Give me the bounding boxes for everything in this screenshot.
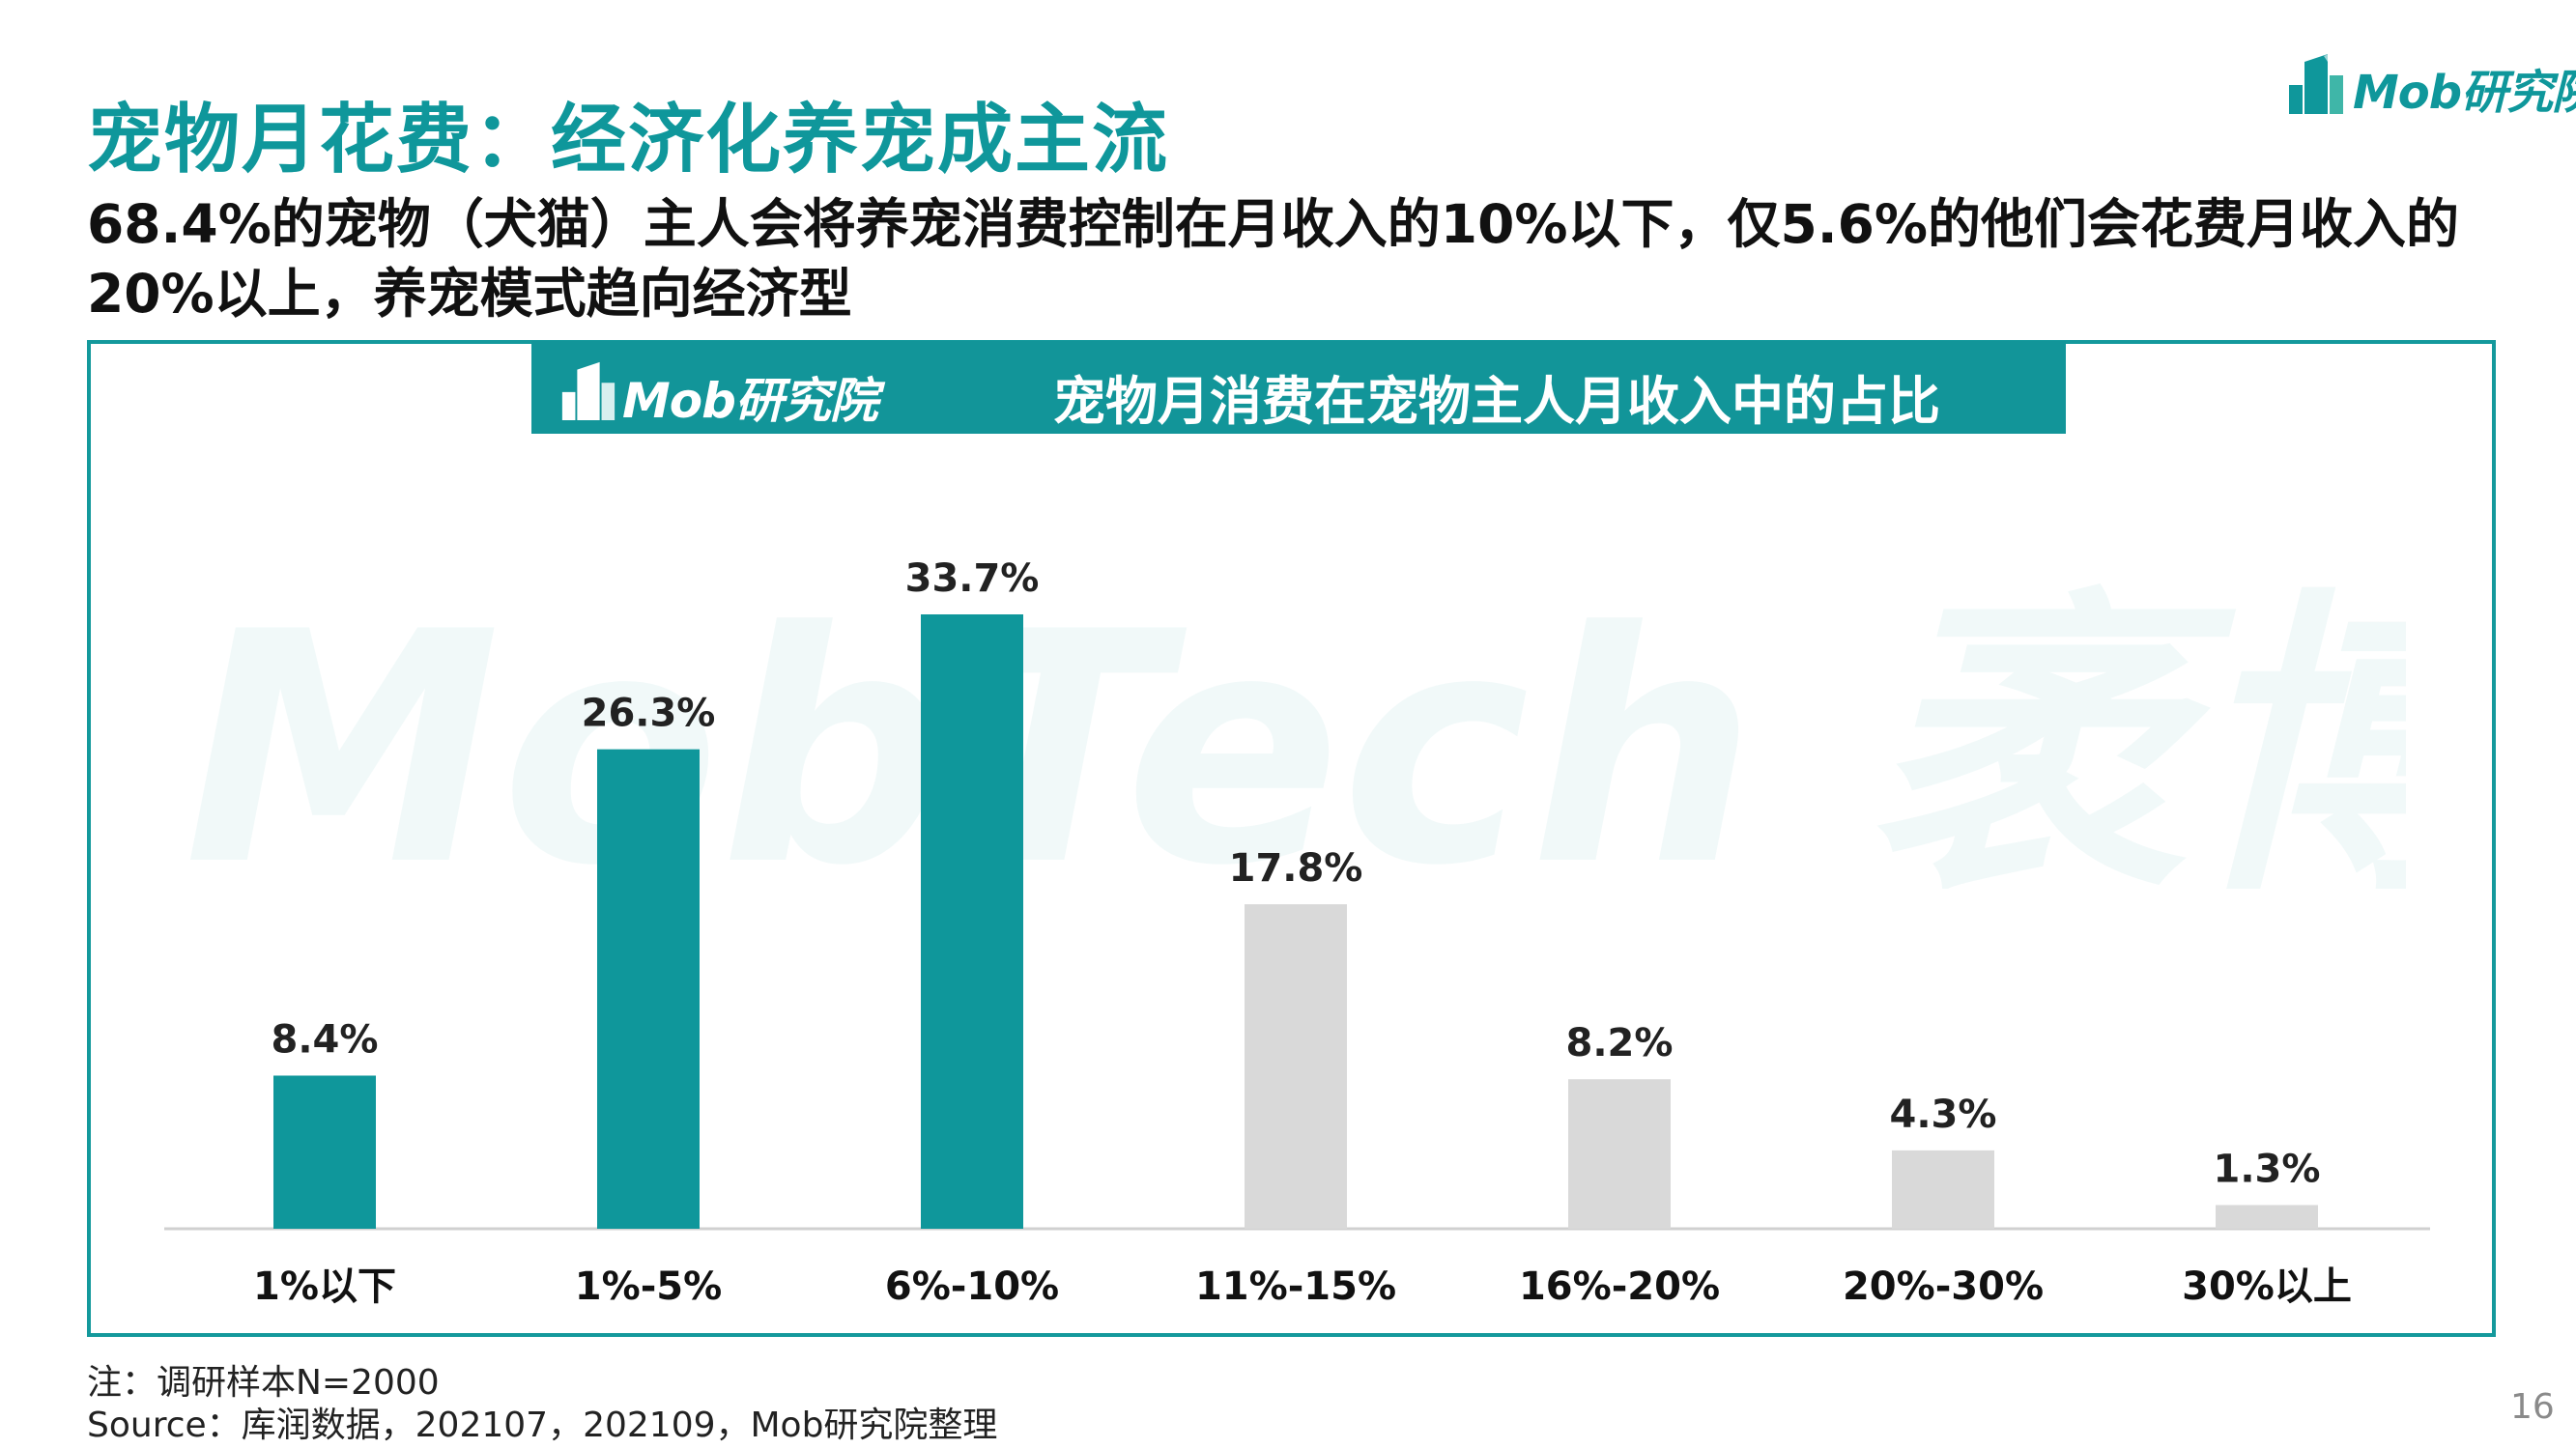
footnote: 注：调研样本N=2000 Source：库润数据，202107，202109，M… <box>87 1362 997 1447</box>
page-number: 16 <box>2510 1387 2555 1427</box>
chart-header-logo-text: Mob研究院 <box>622 373 878 429</box>
data-label: 8.2% <box>1566 1021 1674 1065</box>
data-label: 8.4% <box>272 1017 379 1062</box>
bar <box>921 614 1023 1229</box>
x-tick-label: 6%-10% <box>885 1264 1059 1309</box>
footnote-source: Source：库润数据，202107，202109，Mob研究院整理 <box>87 1406 998 1445</box>
data-label: 4.3% <box>1890 1093 1997 1137</box>
data-label: 33.7% <box>905 556 1040 601</box>
footnote-note: 注：调研样本N=2000 <box>87 1363 440 1403</box>
bar <box>1568 1079 1671 1229</box>
data-label: 17.8% <box>1229 846 1363 891</box>
bar <box>597 749 700 1229</box>
chart-title: 宠物月消费在宠物主人月收入中的占比 <box>1053 371 1940 432</box>
x-tick-label: 20%-30% <box>1843 1264 2044 1309</box>
data-label: 26.3% <box>582 692 716 736</box>
bar <box>1892 1150 1994 1229</box>
x-tick-label: 1%以下 <box>253 1264 396 1309</box>
bar <box>1245 904 1347 1229</box>
brand-logo-text: Mob研究院 <box>2353 66 2576 120</box>
chart-header-logo: Mob研究院 <box>558 349 906 429</box>
page-title: 宠物月花费：经济化养宠成主流 <box>87 97 1170 184</box>
building-logo-icon <box>2289 48 2345 114</box>
bar <box>273 1075 376 1229</box>
x-tick-label: 1%-5% <box>575 1264 722 1309</box>
data-label: 1.3% <box>2214 1147 2321 1191</box>
x-tick-label: 16%-20% <box>1519 1264 1720 1309</box>
bar <box>2216 1205 2318 1229</box>
brand-logo: Mob研究院 <box>2285 46 2576 120</box>
building-logo-icon <box>561 361 615 420</box>
x-tick-label: 11%-15% <box>1195 1264 1396 1309</box>
slide-subtitle: 68.4%的宠物（犬猫）主人会将养宠消费控制在月收入的10%以下，仅5.6%的他… <box>87 193 2459 325</box>
chart-header: Mob研究院 宠物月消费在宠物主人月收入中的占比 <box>531 341 2066 434</box>
x-tick-label: 30%以上 <box>2182 1264 2352 1309</box>
